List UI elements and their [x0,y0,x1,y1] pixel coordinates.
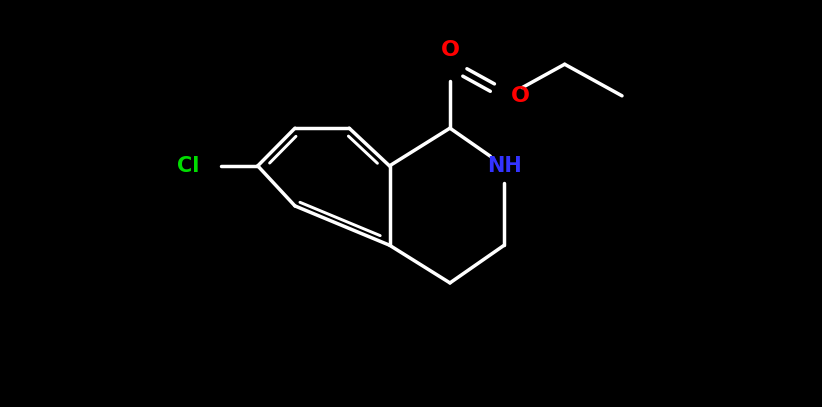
Text: O: O [441,40,459,60]
Text: NH: NH [487,156,522,176]
Text: O: O [511,86,530,106]
Text: Cl: Cl [178,156,200,176]
